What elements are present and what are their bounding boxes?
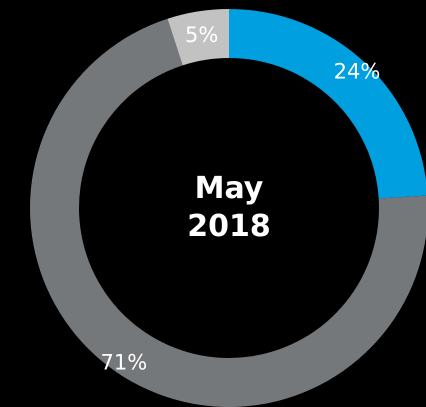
slice-label-24-percent: 24% [334,60,381,84]
center-label-line-1: May [195,171,264,206]
donut-slices [30,9,426,407]
slice-5-percent [167,9,229,66]
slice-label-71-percent: 71% [101,351,148,375]
slice-labels: 24% 71% 5% [101,23,381,375]
slice-24-percent [229,9,426,199]
center-label-line-2: 2018 [187,209,271,244]
slice-label-5-percent: 5% [185,23,218,47]
